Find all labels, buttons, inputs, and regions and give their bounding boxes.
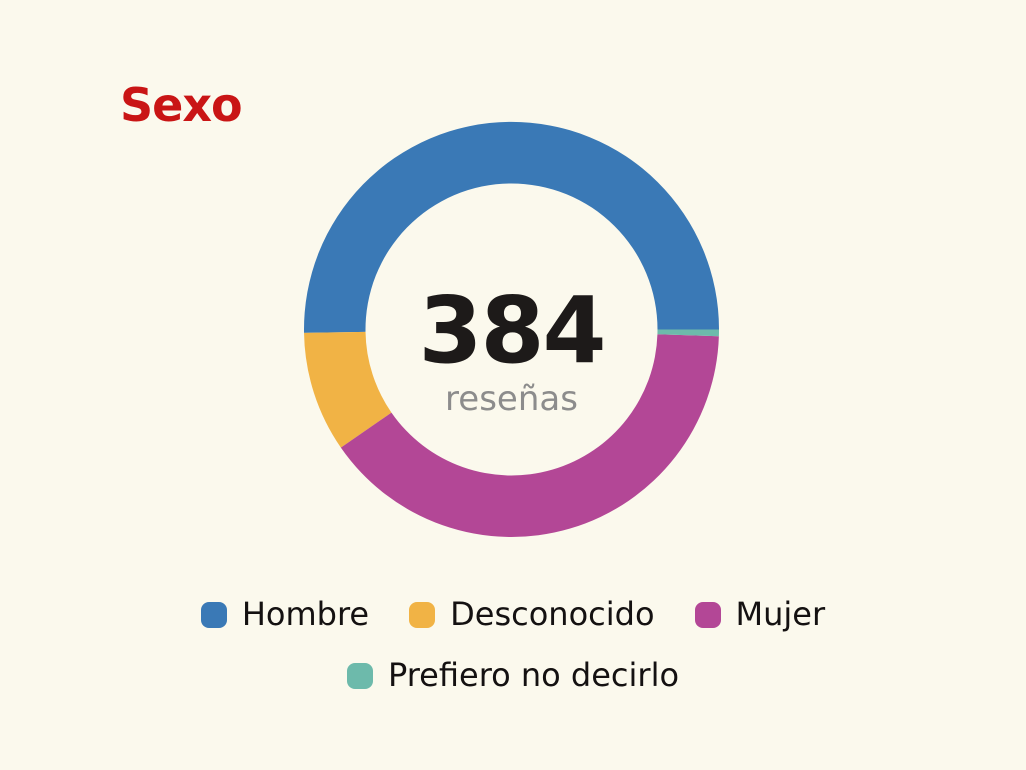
legend-item-prefiero-no-decirlo[interactable]: Prefiero no decirlo <box>346 655 680 695</box>
donut-svg <box>304 121 719 538</box>
donut-slice-hombre[interactable] <box>304 121 719 333</box>
legend-item-hombre[interactable]: Hombre <box>200 595 370 634</box>
legend-label: Prefiero no decirlo <box>387 655 680 694</box>
legend-label: Mujer <box>735 595 826 633</box>
donut-slice-mujer[interactable] <box>340 334 719 538</box>
donut-slice-prefiero-no-decirlo[interactable] <box>657 329 719 337</box>
legend-label: Desconocido <box>450 595 655 633</box>
donut-chart: 384 reseñas <box>301 119 722 540</box>
total-value: 384 <box>418 277 606 384</box>
legend-swatch-icon <box>346 662 373 689</box>
legend-label: Hombre <box>241 595 370 633</box>
legend-swatch-icon <box>409 601 436 628</box>
legend-swatch-icon <box>200 601 227 628</box>
legend: Hombre Desconocido Mujer Prefiero no decirl… <box>133 595 893 695</box>
total-label: reseñas <box>445 379 578 419</box>
legend-item-mujer[interactable]: Mujer <box>694 595 826 634</box>
donut-slice-desconocido[interactable] <box>304 331 392 448</box>
legend-item-desconocido[interactable]: Desconocido <box>409 595 655 634</box>
legend-swatch-icon <box>694 601 721 628</box>
chart-title: Sexo <box>120 78 243 132</box>
